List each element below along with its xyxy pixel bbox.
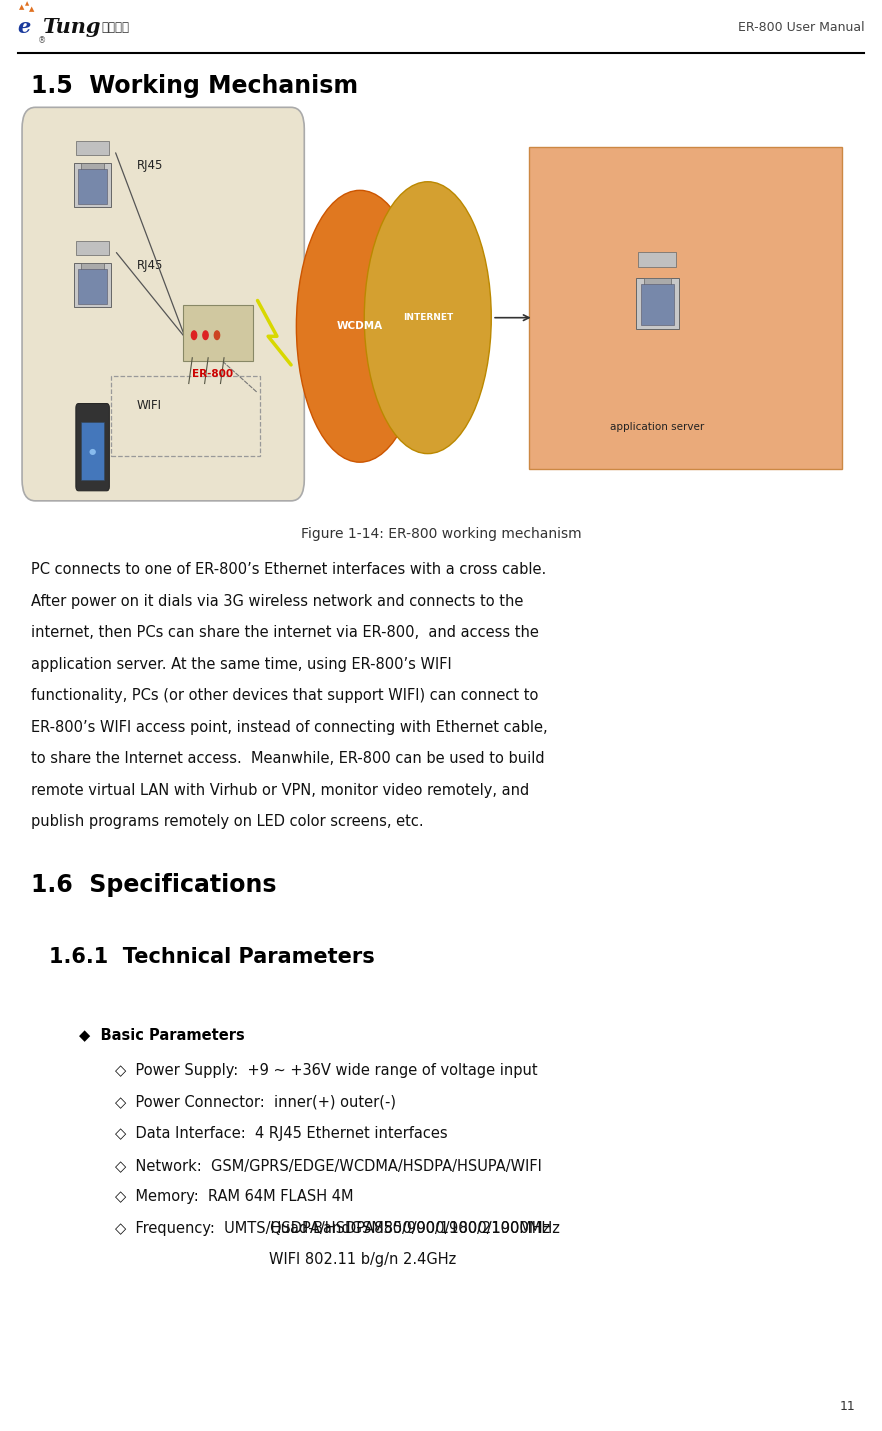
Text: Figure 1-14: ER-800 working mechanism: Figure 1-14: ER-800 working mechanism [301, 527, 581, 541]
Text: ●: ● [89, 446, 96, 455]
FancyBboxPatch shape [81, 163, 104, 172]
FancyBboxPatch shape [76, 404, 109, 491]
FancyBboxPatch shape [640, 285, 674, 325]
Polygon shape [89, 265, 96, 266]
FancyBboxPatch shape [636, 278, 678, 329]
Ellipse shape [296, 190, 423, 462]
Text: application server. At the same time, using ER-800’s WIFI: application server. At the same time, us… [31, 657, 452, 671]
Circle shape [191, 331, 197, 339]
FancyBboxPatch shape [81, 263, 104, 272]
FancyBboxPatch shape [74, 163, 111, 207]
Polygon shape [89, 165, 96, 166]
FancyBboxPatch shape [78, 169, 107, 203]
Text: RJ45: RJ45 [137, 159, 163, 172]
Text: internet, then PCs can share the internet via ER-800,  and access the: internet, then PCs can share the interne… [31, 625, 539, 640]
Text: 1.6.1  Technical Parameters: 1.6.1 Technical Parameters [49, 947, 374, 967]
FancyBboxPatch shape [76, 242, 109, 255]
Text: PC connects to one of ER-800’s Ethernet interfaces with a cross cable.: PC connects to one of ER-800’s Ethernet … [31, 562, 546, 577]
Text: ER-800’s WIFI access point, instead of connecting with Ethernet cable,: ER-800’s WIFI access point, instead of c… [31, 720, 548, 734]
FancyBboxPatch shape [638, 252, 676, 268]
Text: 1.6  Specifications: 1.6 Specifications [31, 873, 276, 897]
Text: ER-800: ER-800 [192, 369, 234, 379]
Text: remote virtual LAN with Virhub or VPN, monitor video remotely, and: remote virtual LAN with Virhub or VPN, m… [31, 783, 529, 797]
Circle shape [203, 331, 208, 339]
Text: ◇  Memory:  RAM 64M FLASH 4M: ◇ Memory: RAM 64M FLASH 4M [115, 1189, 353, 1203]
Text: ◇  Power Supply:  +9 ~ +36V wide range of voltage input: ◇ Power Supply: +9 ~ +36V wide range of … [115, 1063, 537, 1078]
Text: functionality, PCs (or other devices that support WIFI) can connect to: functionality, PCs (or other devices tha… [31, 688, 538, 703]
FancyBboxPatch shape [74, 263, 111, 308]
Circle shape [214, 331, 220, 339]
FancyBboxPatch shape [78, 269, 107, 303]
Text: ◆  Basic Parameters: ◆ Basic Parameters [79, 1027, 245, 1042]
Text: application server: application server [610, 422, 704, 432]
Text: ◇  Frequency:  UMTS/HSDPA/HSDPA850/900/1900/2100MHz: ◇ Frequency: UMTS/HSDPA/HSDPA850/900/190… [115, 1221, 549, 1235]
Text: ◇  Data Interface:  4 RJ45 Ethernet interfaces: ◇ Data Interface: 4 RJ45 Ethernet interf… [115, 1126, 447, 1141]
Text: publish programs remotely on LED color screens, etc.: publish programs remotely on LED color s… [31, 814, 423, 829]
Text: 11: 11 [840, 1400, 856, 1412]
Text: Quad-BandGSM850/900/1800/1900MHz: Quad-BandGSM850/900/1800/1900MHz [269, 1221, 560, 1235]
Text: ▲: ▲ [19, 4, 25, 10]
Polygon shape [653, 279, 662, 280]
FancyBboxPatch shape [529, 147, 842, 469]
Text: ER-800 User Manual: ER-800 User Manual [737, 21, 864, 34]
Text: ◇  Power Connector:  inner(+) outer(-): ◇ Power Connector: inner(+) outer(-) [115, 1095, 396, 1109]
FancyBboxPatch shape [81, 422, 104, 481]
Text: ▲: ▲ [29, 6, 34, 11]
Text: e: e [18, 17, 31, 37]
Text: WIFI: WIFI [137, 399, 161, 412]
Text: Tung: Tung [42, 17, 101, 37]
FancyBboxPatch shape [644, 278, 670, 288]
Text: INTERNET: INTERNET [403, 313, 452, 322]
FancyBboxPatch shape [183, 305, 253, 361]
Text: After power on it dials via 3G wireless network and connects to the: After power on it dials via 3G wireless … [31, 594, 523, 608]
FancyBboxPatch shape [76, 142, 109, 155]
Text: to share the Internet access.  Meanwhile, ER-800 can be used to build: to share the Internet access. Meanwhile,… [31, 751, 544, 766]
Text: ®: ® [38, 36, 46, 44]
Text: RJ45: RJ45 [137, 259, 163, 272]
Text: WCDMA: WCDMA [337, 322, 383, 331]
Text: ◇  Network:  GSM/GPRS/EDGE/WCDMA/HSDPA/HSUPA/WIFI: ◇ Network: GSM/GPRS/EDGE/WCDMA/HSDPA/HSU… [115, 1158, 542, 1172]
Text: 驿唐科技: 驿唐科技 [101, 21, 130, 34]
Text: ▲: ▲ [25, 1, 29, 6]
Ellipse shape [364, 182, 491, 454]
Text: 1.5  Working Mechanism: 1.5 Working Mechanism [31, 74, 358, 99]
Text: WIFI 802.11 b/g/n 2.4GHz: WIFI 802.11 b/g/n 2.4GHz [269, 1252, 456, 1266]
FancyBboxPatch shape [22, 107, 304, 501]
